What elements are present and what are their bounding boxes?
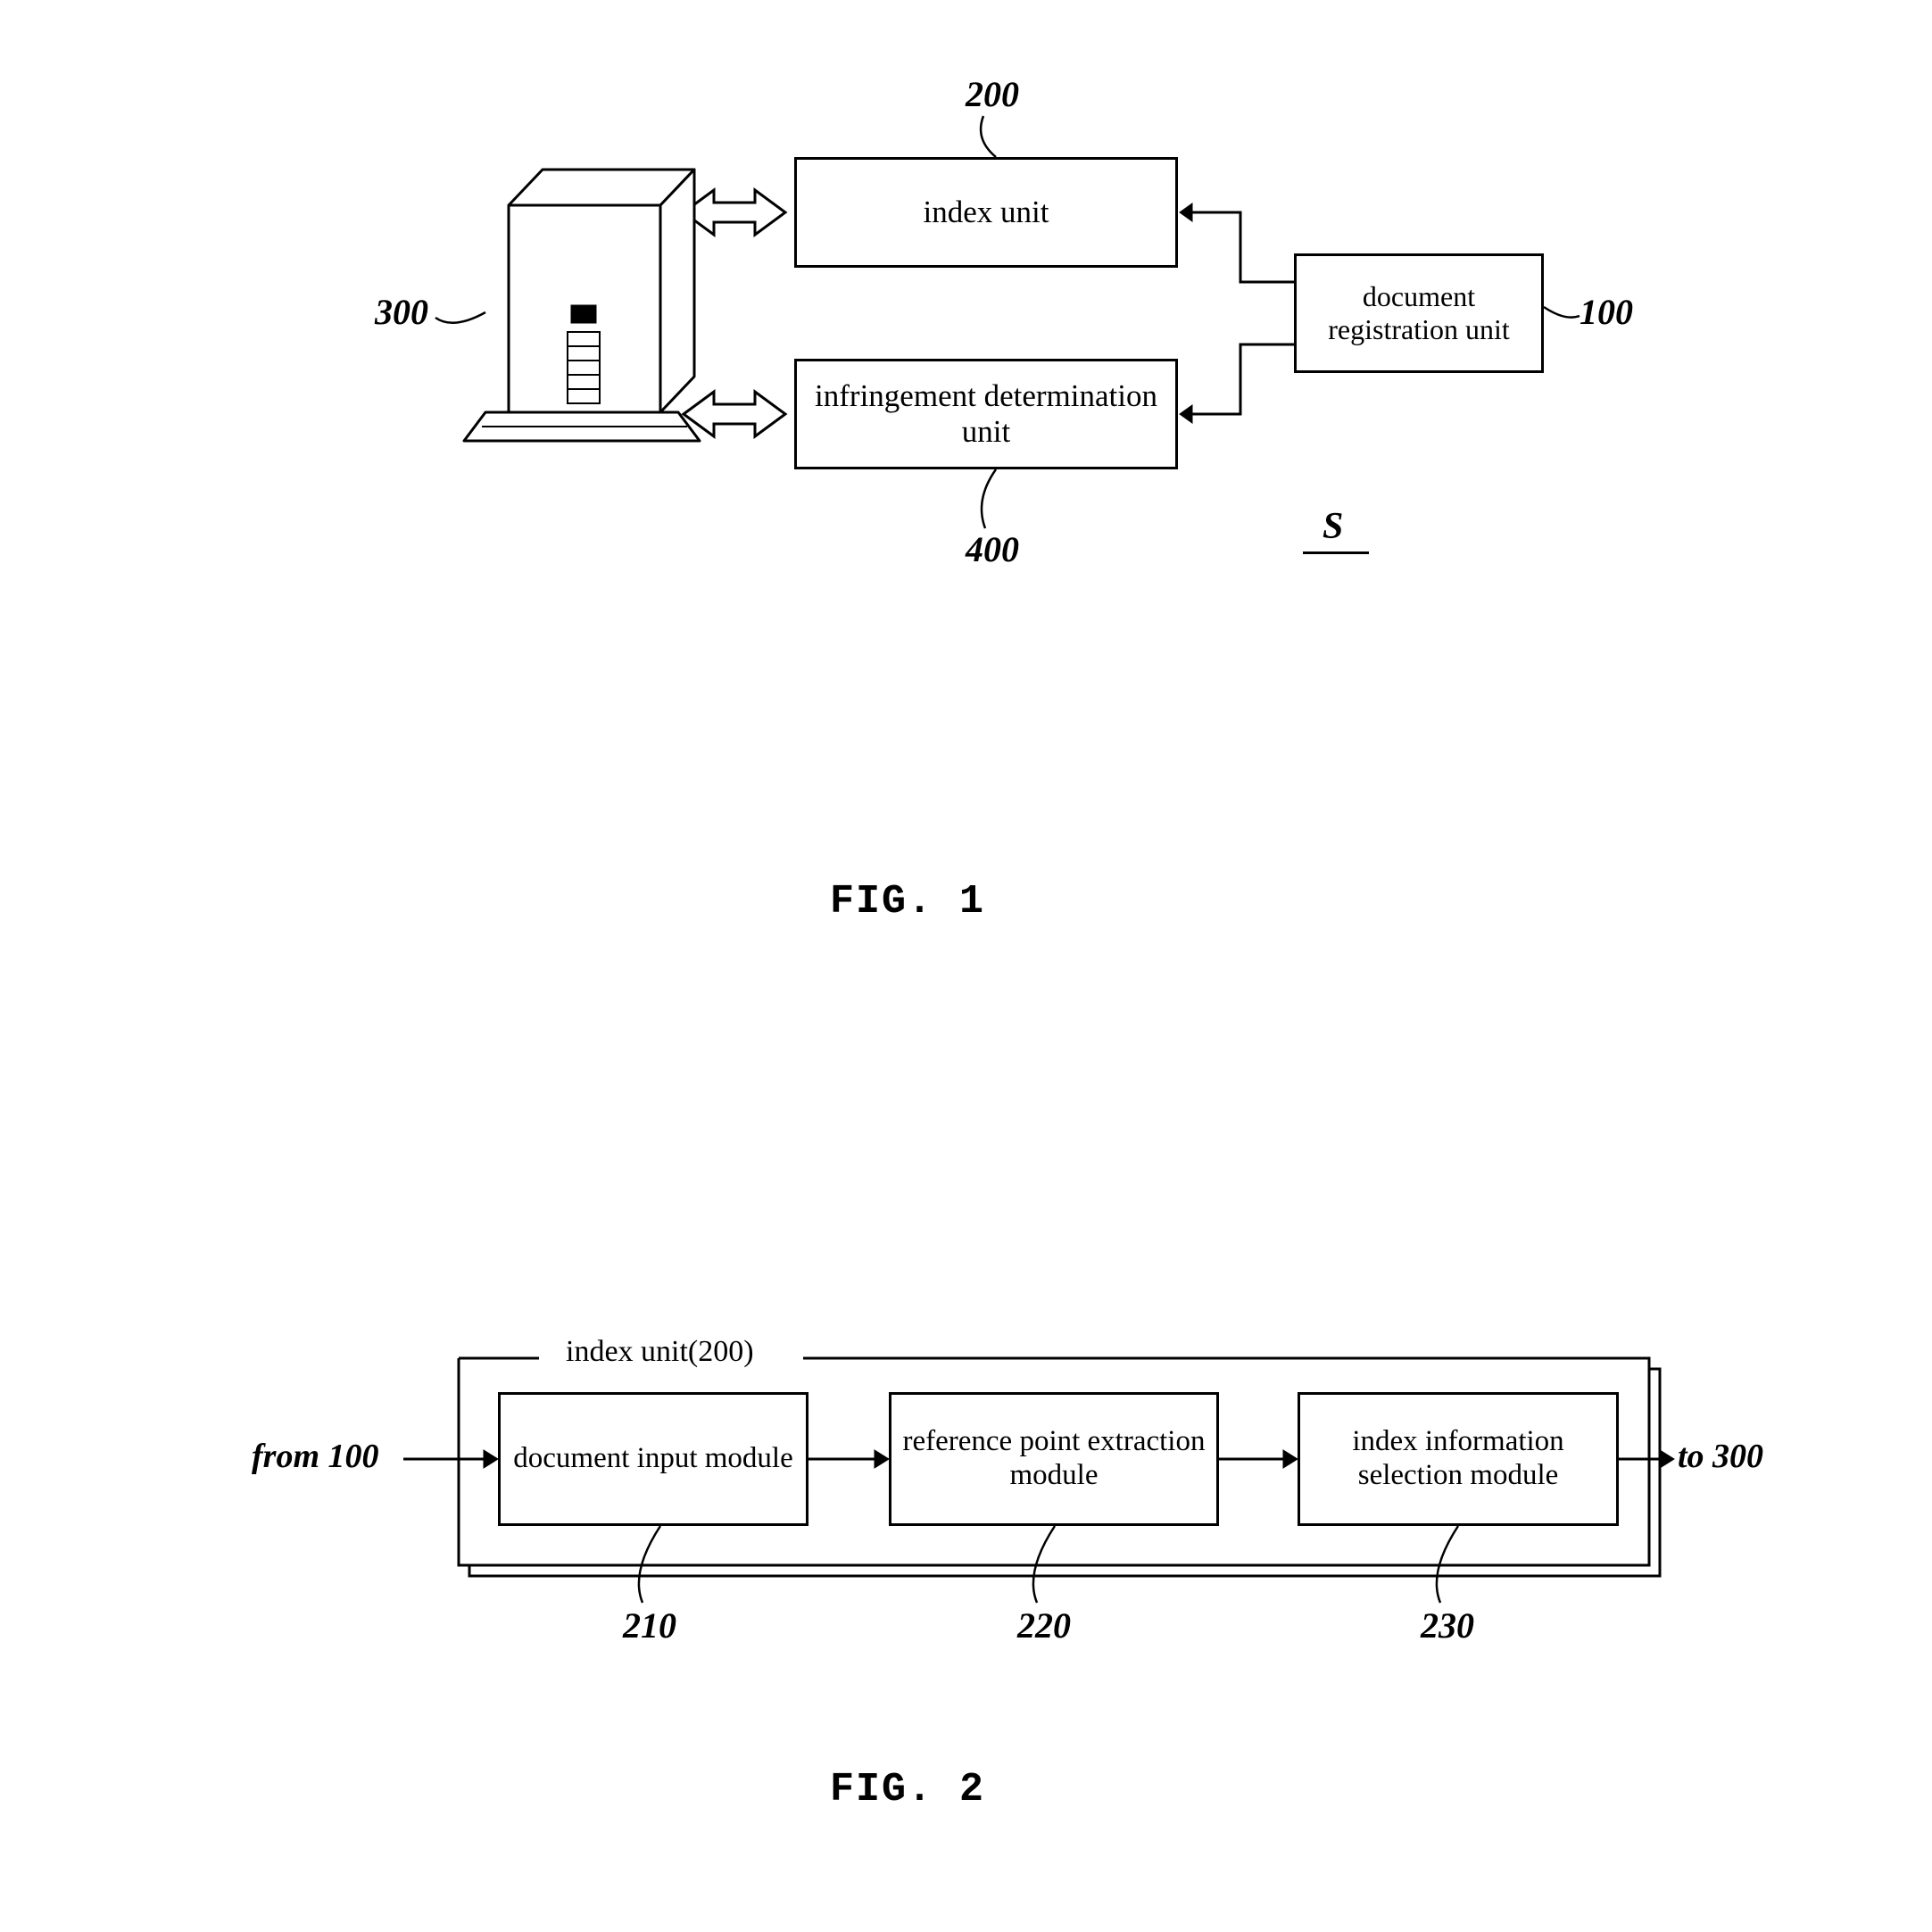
- ref-230: 230: [1421, 1604, 1474, 1646]
- from-100-label: from 100: [252, 1437, 379, 1476]
- module-doc-input: document input module: [498, 1392, 808, 1526]
- ref-210: 210: [623, 1604, 676, 1646]
- module-ref-extract-label: reference point extraction module: [891, 1425, 1216, 1493]
- fig2-svg: [0, 0, 1932, 1932]
- fig2-caption: FIG. 2: [830, 1767, 985, 1812]
- to-300-label: to 300: [1678, 1437, 1763, 1476]
- ref-220: 220: [1017, 1604, 1071, 1646]
- page: index unit infringement determination un…: [0, 0, 1932, 1932]
- module-index-select-label: index information selection module: [1300, 1425, 1616, 1493]
- module-ref-extract: reference point extraction module: [889, 1392, 1219, 1526]
- module-doc-input-label: document input module: [513, 1442, 792, 1476]
- module-index-select: index information selection module: [1298, 1392, 1619, 1526]
- fig2-title: index unit(200): [559, 1335, 761, 1369]
